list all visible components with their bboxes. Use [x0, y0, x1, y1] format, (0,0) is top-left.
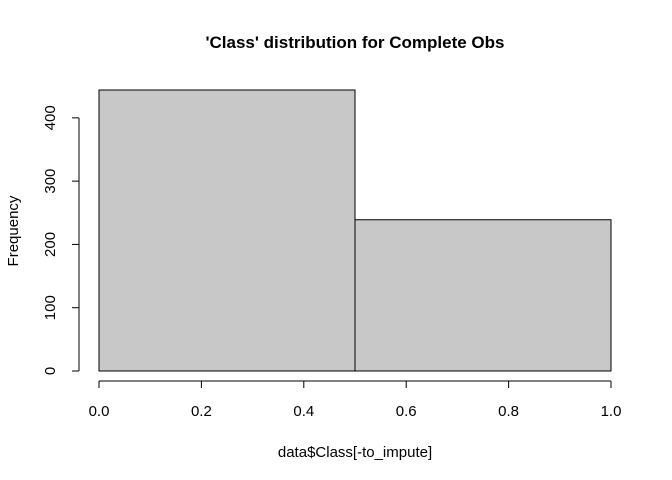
y-tick-label: 100	[42, 295, 59, 320]
y-tick-label: 0	[42, 367, 59, 375]
x-axis: 0.0 0.2 0.4 0.6 0.8 1.0	[89, 380, 622, 420]
chart-title: 'Class' distribution for Complete Obs	[205, 33, 504, 52]
x-tick-label: 0.8	[498, 403, 519, 420]
x-tick-label: 0.0	[89, 403, 110, 420]
x-tick-label: 1.0	[601, 403, 622, 420]
x-axis-label: data$Class[-to_impute]	[278, 444, 432, 461]
histogram-bar-1	[354, 219, 612, 372]
y-axis-label: Frequency	[5, 195, 22, 266]
x-tick-label: 0.6	[396, 403, 417, 420]
x-tick-label: 0.2	[191, 403, 212, 420]
y-tick-label: 300	[42, 169, 59, 194]
y-axis: 0 100 200 300 400	[42, 105, 80, 375]
x-tick-label: 0.4	[293, 403, 314, 420]
y-tick-label: 400	[42, 105, 59, 130]
histogram-bar-0	[98, 89, 356, 372]
y-tick-label: 200	[42, 232, 59, 257]
bars-group	[98, 89, 612, 372]
